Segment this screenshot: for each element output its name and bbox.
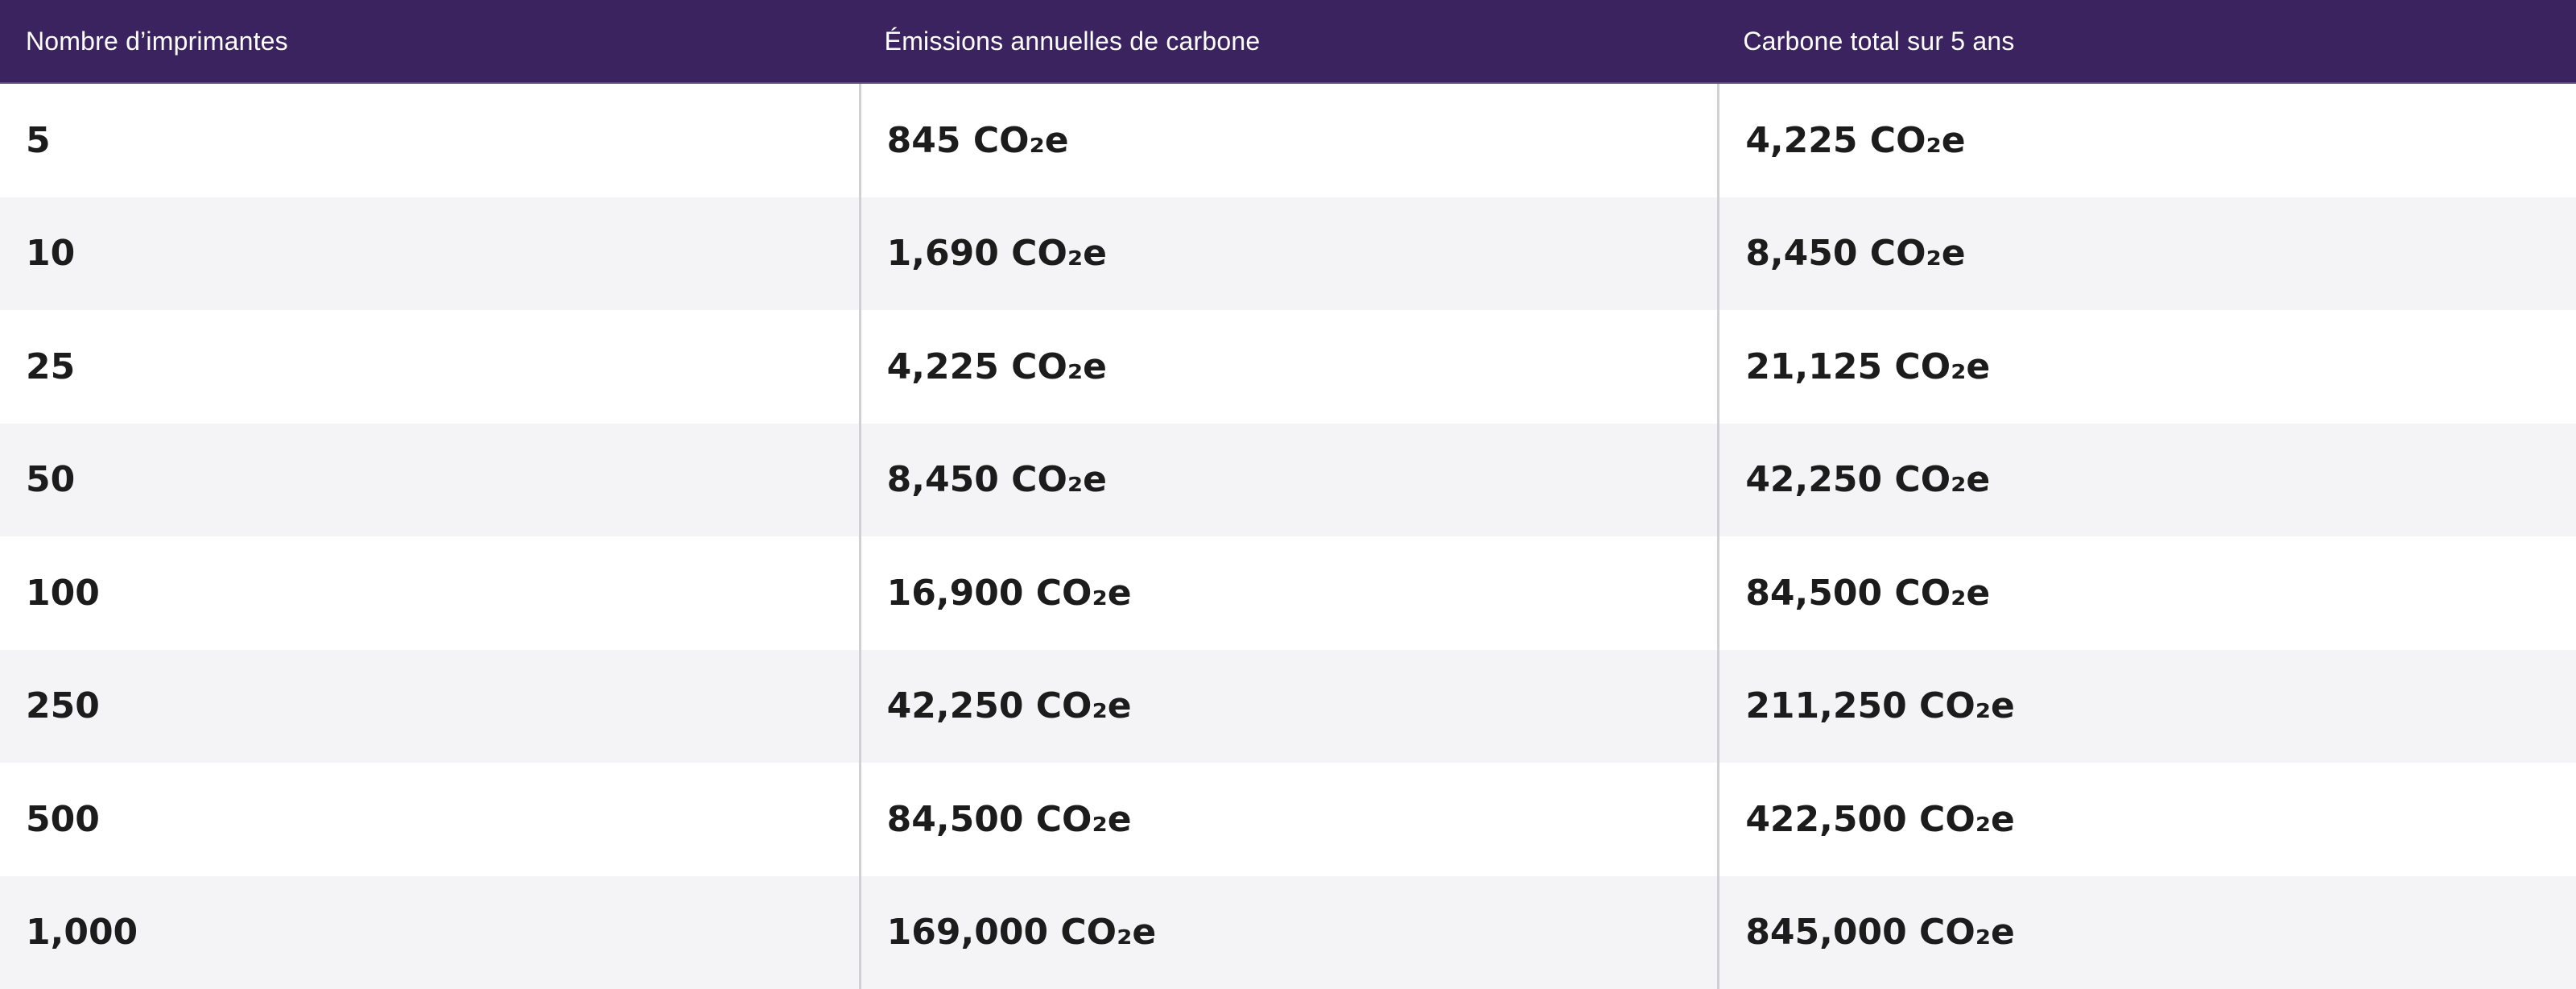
cell-five-year-total: 21,125 CO₂e xyxy=(1717,310,2576,424)
cell-printer-count: 1,000 xyxy=(26,912,138,954)
cell-five-year-total: 8,450 CO₂e xyxy=(1717,197,2576,310)
cell-annual-emissions: 84,500 CO₂e xyxy=(858,763,1718,876)
table-row: 5 845 CO₂e 4,225 CO₂e xyxy=(0,84,2576,197)
table-row: 50 8,450 CO₂e 42,250 CO₂e xyxy=(0,423,2576,536)
cell-printer-count: 100 xyxy=(26,572,100,614)
header-five-year-total: Carbone total sur 5 ans xyxy=(1743,26,2015,56)
table-row: 10 1,690 CO₂e 8,450 CO₂e xyxy=(0,197,2576,310)
table-header-row: Nombre d’imprimantes Émissions annuelles… xyxy=(0,0,2576,84)
cell-annual-emissions: 845 CO₂e xyxy=(858,84,1718,197)
cell-printer-count: 500 xyxy=(26,798,100,840)
cell-five-year-total: 422,500 CO₂e xyxy=(1717,763,2576,876)
cell-annual-emissions: 16,900 CO₂e xyxy=(858,536,1718,650)
cell-five-year-total: 845,000 CO₂e xyxy=(1717,875,2576,989)
cell-printer-count: 5 xyxy=(26,119,51,161)
cell-annual-emissions: 42,250 CO₂e xyxy=(858,649,1718,763)
cell-annual-emissions: 8,450 CO₂e xyxy=(858,423,1718,536)
table-row: 25 4,225 CO₂e 21,125 CO₂e xyxy=(0,310,2576,424)
cell-printer-count: 10 xyxy=(26,233,76,275)
cell-five-year-total: 211,250 CO₂e xyxy=(1717,649,2576,763)
cell-five-year-total: 42,250 CO₂e xyxy=(1717,423,2576,536)
cell-five-year-total: 4,225 CO₂e xyxy=(1717,84,2576,197)
cell-annual-emissions: 1,690 CO₂e xyxy=(858,197,1718,310)
cell-five-year-total: 84,500 CO₂e xyxy=(1717,536,2576,650)
table-row: 500 84,500 CO₂e 422,500 CO₂e xyxy=(0,763,2576,876)
table-row: 250 42,250 CO₂e 211,250 CO₂e xyxy=(0,649,2576,763)
cell-annual-emissions: 169,000 CO₂e xyxy=(858,875,1718,989)
cell-annual-emissions: 4,225 CO₂e xyxy=(858,310,1718,424)
header-printer-count: Nombre d’imprimantes xyxy=(26,26,288,56)
header-annual-emissions: Émissions annuelles de carbone xyxy=(884,26,1261,56)
cell-printer-count: 25 xyxy=(26,346,76,387)
table-row: 100 16,900 CO₂e 84,500 CO₂e xyxy=(0,536,2576,650)
cell-printer-count: 250 xyxy=(26,685,100,727)
table-row: 1,000 169,000 CO₂e 845,000 CO₂e xyxy=(0,875,2576,989)
cell-printer-count: 50 xyxy=(26,459,76,501)
